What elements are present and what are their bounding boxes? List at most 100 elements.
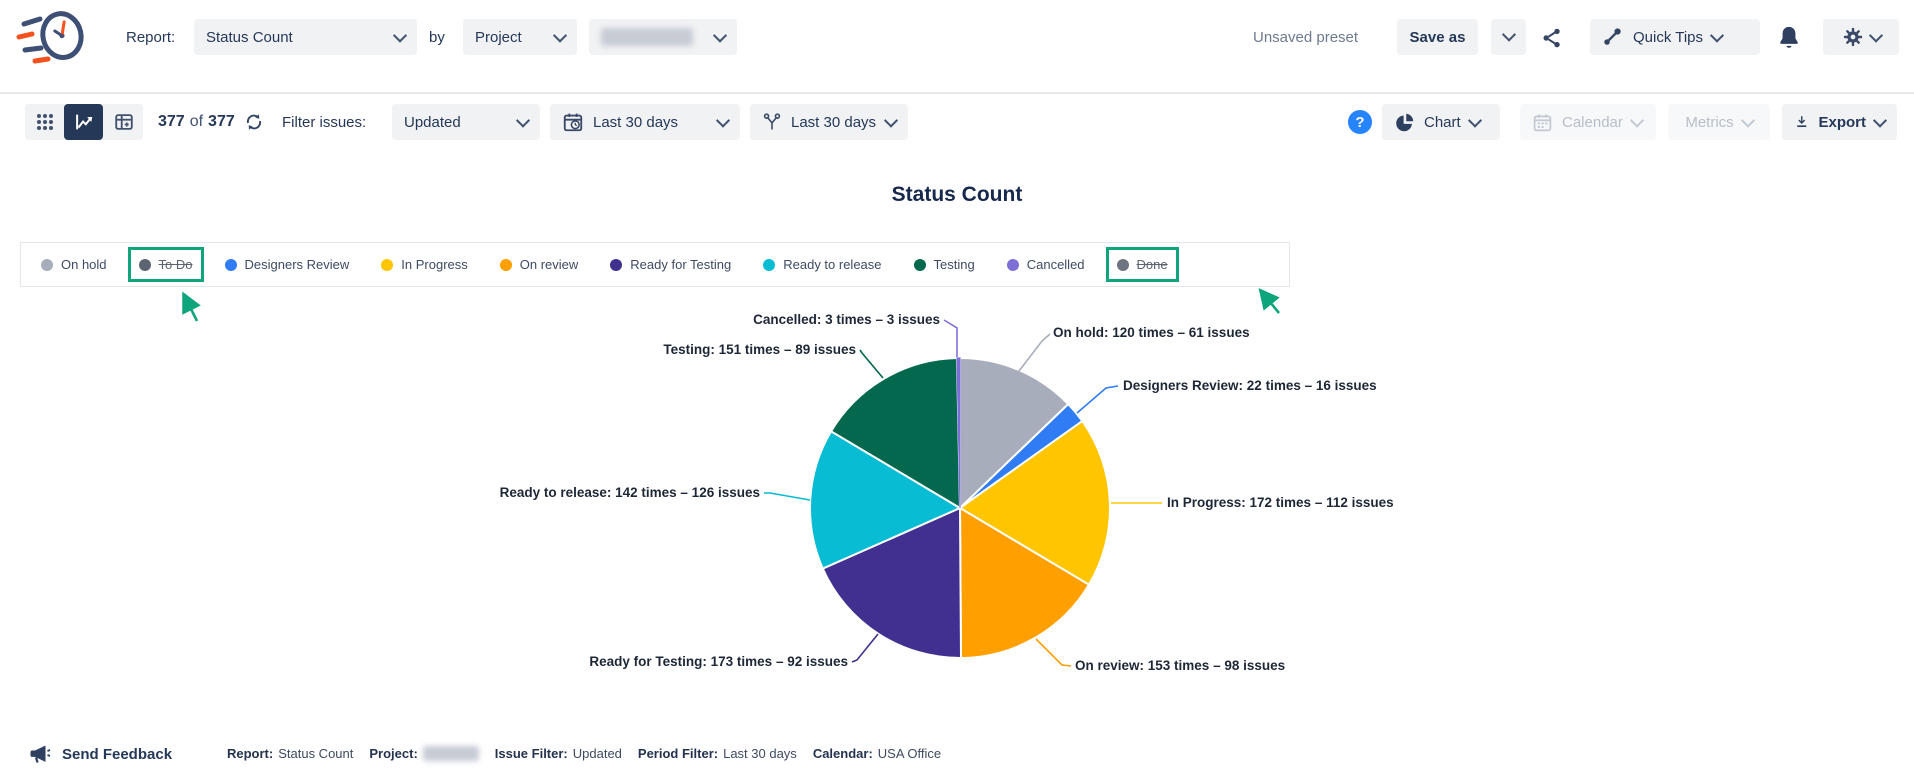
- view-chart-button[interactable]: [64, 104, 103, 140]
- period-filter-select[interactable]: Last 30 days: [750, 104, 908, 140]
- report-select[interactable]: Status Count: [194, 19, 417, 55]
- legend-item-testing[interactable]: Testing: [913, 257, 975, 272]
- legend-item-in-progress[interactable]: In Progress: [381, 257, 468, 272]
- leader-line-on-review: [1035, 638, 1072, 667]
- chart-type-select[interactable]: Chart: [1382, 104, 1500, 140]
- legend-item-on-review[interactable]: On review: [499, 257, 579, 272]
- leader-line-ready-to-release: [764, 492, 811, 501]
- quick-tips-button[interactable]: Quick Tips: [1590, 19, 1760, 55]
- chevron-down-icon: [1501, 27, 1516, 42]
- annotation-arrows: [182, 287, 1281, 322]
- date-range-select[interactable]: Last 30 days: [550, 104, 740, 140]
- report-label: Report:: [126, 28, 176, 46]
- gear-icon: [1843, 27, 1862, 47]
- chevron-down-icon: [883, 113, 899, 128]
- leader-line-designers-review: [1076, 385, 1119, 414]
- legend-item-done[interactable]: Done: [1105, 247, 1179, 282]
- group-by-value: Project: [475, 28, 522, 46]
- pie-slice-ready-to-release[interactable]: [809, 429, 963, 570]
- view-table-button[interactable]: [104, 104, 143, 140]
- calendar-clock-icon: [563, 113, 583, 132]
- notifications-button[interactable]: [1775, 24, 1803, 52]
- legend-label: Cancelled: [1026, 257, 1085, 272]
- footer-item-label: Issue Filter:: [494, 746, 568, 761]
- legend-item-ready-for-testing[interactable]: Ready for Testing: [610, 257, 731, 272]
- project-name-redacted: [601, 28, 693, 46]
- legend-label: Ready to release: [783, 257, 882, 272]
- footer-item-calendar-: Calendar: USA Office: [813, 746, 941, 761]
- save-as-button[interactable]: Save as: [1397, 19, 1478, 55]
- refresh-button[interactable]: [243, 111, 265, 133]
- legend-dot-ready-for-testing: [610, 258, 623, 271]
- megaphone-icon: [30, 745, 51, 763]
- annotation-arrow-todo: [182, 291, 201, 322]
- app-logo: [16, 4, 90, 70]
- legend-dot-designers-review: [224, 258, 237, 271]
- by-label: by: [429, 28, 445, 46]
- metrics-button[interactable]: Metrics: [1668, 104, 1770, 140]
- legend-item-ready-to-release[interactable]: Ready to release: [763, 257, 882, 272]
- bell-icon: [1780, 26, 1798, 48]
- pie-slice-testing[interactable]: [829, 356, 962, 510]
- footer-item-issue-filter-: Issue Filter: Updated: [495, 746, 622, 761]
- share-icon: [1543, 28, 1560, 48]
- calendar-view-button[interactable]: Calendar: [1520, 104, 1656, 140]
- slice-label-cancelled: Cancelled: 3 times – 3 issues: [753, 312, 940, 327]
- chevron-down-icon: [552, 28, 568, 43]
- group-by-select[interactable]: Project: [463, 19, 577, 55]
- footer-item-value: USA Office: [877, 746, 942, 761]
- send-feedback-button[interactable]: Send Feedback: [28, 742, 172, 766]
- chevron-down-icon: [392, 28, 408, 43]
- footer-item-label: Project:: [369, 746, 418, 761]
- footer-item-value: Last 30 days: [723, 746, 797, 761]
- footer-item-report-: Report: Status Count: [227, 746, 353, 761]
- pie-slice-in-progress[interactable]: [958, 419, 1112, 587]
- export-button[interactable]: Export: [1782, 104, 1897, 140]
- legend-item-on-hold[interactable]: On hold: [41, 257, 107, 272]
- footer-project-redacted: [422, 746, 479, 761]
- download-icon: [1797, 116, 1807, 128]
- save-as-menu-button[interactable]: [1491, 19, 1526, 55]
- issue-filter-value: Updated: [404, 113, 461, 131]
- issue-count-of: of: [189, 113, 204, 130]
- legend-label: On hold: [61, 257, 107, 272]
- slice-label-on-review: On review: 153 times – 98 issues: [1075, 658, 1285, 673]
- project-select[interactable]: [589, 19, 737, 55]
- export-label: Export: [1818, 113, 1866, 131]
- fork-icon: [763, 113, 781, 130]
- legend-item-to-do[interactable]: To Do: [127, 247, 204, 282]
- report-select-value: Status Count: [206, 28, 293, 46]
- legend-label: Done: [1136, 257, 1168, 272]
- footer-item-value: Status Count: [278, 746, 354, 761]
- pie-slice-cancelled[interactable]: [956, 357, 961, 509]
- legend-label: On review: [519, 257, 579, 272]
- footer-item-label: Period Filter:: [637, 746, 719, 761]
- share-button[interactable]: [1540, 26, 1564, 50]
- legend-label: In Progress: [401, 257, 468, 272]
- legend-dot-on-hold: [41, 258, 53, 271]
- chevron-down-icon: [1868, 28, 1883, 43]
- slice-label-ready-for-testing: Ready for Testing: 173 times – 92 issues: [589, 654, 848, 669]
- calendar-icon: [1533, 113, 1552, 131]
- pie-slice-on-review[interactable]: [958, 506, 1091, 660]
- legend-item-designers-review[interactable]: Designers Review: [224, 257, 349, 272]
- issue-filter-select[interactable]: Updated: [392, 104, 540, 140]
- view-grid-button[interactable]: [25, 104, 64, 140]
- settings-button[interactable]: [1823, 19, 1899, 55]
- route-icon: [1604, 28, 1621, 45]
- legend-label: To Do: [158, 257, 193, 272]
- unsaved-preset-label: Unsaved preset: [1253, 28, 1359, 46]
- chevron-down-icon: [1872, 113, 1888, 128]
- legend-item-cancelled[interactable]: Cancelled: [1006, 257, 1085, 272]
- help-button[interactable]: ?: [1348, 110, 1372, 134]
- issue-count-current: 377: [158, 113, 185, 130]
- legend-dot-on-review: [499, 258, 512, 271]
- leader-line-testing: [859, 349, 884, 379]
- grid-icon: [36, 114, 53, 130]
- legend-dot-ready-to-release: [763, 258, 776, 271]
- metrics-label: Metrics: [1685, 113, 1734, 131]
- save-as-label: Save as: [1409, 28, 1466, 46]
- filter-issues-label: Filter issues:: [282, 113, 367, 131]
- line-chart-icon: [75, 114, 92, 130]
